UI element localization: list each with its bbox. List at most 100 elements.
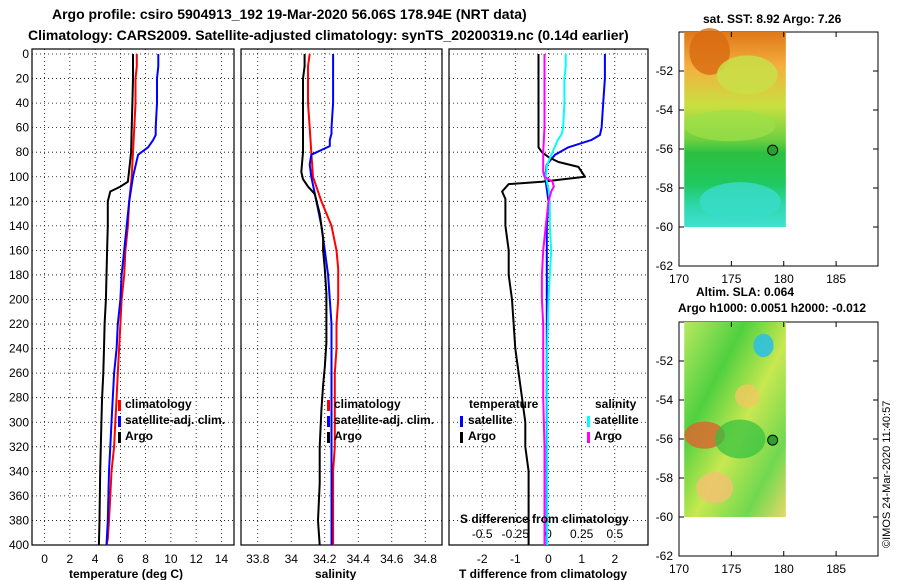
imos-timestamp: ©IMOS 24-Mar-2020 11:40:57: [881, 401, 893, 548]
series-line-satellite-adj-clim-: [105, 54, 160, 546]
sla-map-y-ticks: -52 -54 -56 -58 -60 -62: [656, 354, 878, 563]
sla-map-x-ticks: 170 175 180 185: [669, 322, 846, 576]
temperature-x-label: temperature (deg C): [69, 567, 183, 580]
title-line-2: Climatology: CARS2009. Satellite-adjuste…: [28, 27, 629, 43]
legend-s-argo-label: Argo: [594, 429, 622, 443]
map-y-tick-label: -58: [656, 471, 674, 485]
x2-tick-label: 0.5: [606, 527, 623, 541]
salinity-panel: 33.8 34 34.2 34.4 34.6 34.8 salinity climatol…: [240, 48, 443, 580]
x-tick-label: 34: [285, 552, 299, 566]
depth-tick-label: 340: [9, 464, 29, 478]
depth-tick-label: 380: [9, 513, 29, 527]
sst-mid-patch: [716, 55, 778, 95]
depth-tick-label: 280: [9, 391, 29, 405]
t-difference-x-label: T difference from climatology: [459, 567, 627, 580]
map-y-tick-label: -56: [656, 142, 674, 156]
legend-argo-swatch: [118, 432, 121, 443]
map-x-tick-label: 170: [669, 272, 689, 286]
depth-tick-label: 140: [9, 219, 29, 233]
depth-tick-label: 220: [9, 317, 29, 331]
x2-tick-label: -0.25: [502, 527, 530, 541]
temperature-axes-frame: [31, 48, 235, 546]
depth-tick-label: 320: [9, 440, 29, 454]
legend-s-argo-swatch: [587, 432, 590, 443]
depth-tick-label: 360: [9, 489, 29, 503]
depth-tick-label: 200: [9, 293, 29, 307]
map-y-tick-label: -58: [656, 181, 674, 195]
depth-tick-label: 120: [9, 194, 29, 208]
series-line-climatology: [307, 53, 340, 545]
salinity-legend: climatology satellite-adj. clim. Argo: [327, 397, 434, 443]
sst-cold-patch: [699, 182, 781, 222]
legend-satellite-adj-label: satellite-adj. clim.: [334, 413, 434, 427]
x-tick-label: 10: [164, 552, 178, 566]
legend-climatology-label: climatology: [334, 397, 401, 411]
legend-argo-label: Argo: [334, 429, 362, 443]
x2-tick-label: 0: [545, 527, 552, 541]
sst-warm-patch: [689, 28, 730, 75]
depth-tick-label: 20: [16, 72, 30, 86]
depth-tick-label: 40: [16, 96, 30, 110]
legend-climatology-swatch: [118, 400, 121, 411]
map-x-tick-label: 185: [826, 562, 846, 576]
difference-x-ticks: -2 -1 0 1 2: [477, 552, 619, 566]
depth-tick-label: 80: [16, 145, 30, 159]
x-tick-label: 34.6: [380, 552, 404, 566]
map-x-tick-label: 180: [774, 272, 794, 286]
x-tick-label: 33.8: [246, 552, 270, 566]
temperature-grid: [32, 49, 234, 546]
depth-tick-label: 300: [9, 415, 29, 429]
title-line-1: Argo profile: csiro 5904913_192 19-Mar-2…: [52, 6, 527, 22]
depth-tick-label: 180: [9, 268, 29, 282]
difference-panel: -2 -1 0 1 2 -0.5 -0.25 0 0.25 0.5 T difference f…: [448, 48, 649, 580]
depth-tick-label: 100: [9, 170, 29, 184]
legend-t-argo-swatch: [460, 432, 463, 443]
legend-s-satellite-swatch: [587, 416, 590, 427]
salinity-grid: [241, 49, 442, 546]
depth-tick-label: 60: [16, 121, 30, 135]
sst-map-x-ticks: 170 175 180 185: [669, 32, 846, 286]
sst-heatmap: [684, 28, 786, 227]
sla-map-panel: Altim. SLA: 0.064 Argo h1000: 0.0051 h20…: [656, 285, 879, 576]
map-y-tick-label: -60: [656, 510, 674, 524]
sla-heatmap: [684, 322, 786, 517]
series-line-argo: [540, 54, 555, 545]
temperature-legend: climatology satellite-adj. clim. Argo: [118, 397, 225, 443]
map-y-tick-label: -56: [656, 432, 674, 446]
map-x-tick-label: 175: [721, 272, 741, 286]
legend-satellite-adj-swatch: [118, 416, 121, 427]
legend-climatology-label: climatology: [125, 397, 192, 411]
legend-satellite-adj-swatch: [327, 416, 330, 427]
sla-high-patch: [684, 421, 725, 449]
salinity-x-label: salinity: [315, 567, 357, 580]
x-tick-label: -2: [477, 552, 488, 566]
x-tick-label: 34.4: [347, 552, 371, 566]
legend-temperature-heading: temperature: [469, 397, 539, 411]
temperature-lines: [97, 54, 160, 546]
x-tick-label: 6: [117, 552, 124, 566]
sla-neutral-patch: [714, 419, 766, 459]
sla-map-subtitle: Argo h1000: 0.0051 h2000: -0.012: [678, 301, 866, 315]
x-tick-label: 8: [142, 552, 149, 566]
sst-map-panel: sat. SST: 8.92 Argo: 7.26 170 175 180 185 -…: [656, 12, 879, 286]
map-y-tick-label: -62: [656, 259, 674, 273]
salinity-axes-frame: [240, 48, 443, 546]
depth-tick-label: 400: [9, 538, 29, 552]
temperature-panel: 0204060801001201401601802002202402602803…: [9, 47, 235, 580]
depth-tick-label: 160: [9, 243, 29, 257]
argo-float-marker: [767, 144, 779, 156]
x2-tick-label: 0.25: [570, 527, 594, 541]
x-tick-label: 0: [545, 552, 552, 566]
salinity-difference-x-ticks: -0.5 -0.25 0 0.25 0.5: [472, 527, 624, 541]
depth-tick-label: 260: [9, 366, 29, 380]
sst-map-title: sat. SST: 8.92 Argo: 7.26: [703, 12, 842, 26]
series-line-satellite: [544, 54, 567, 545]
x-tick-label: 4: [92, 552, 99, 566]
legend-t-satellite-swatch: [460, 416, 463, 427]
legend-argo-swatch: [327, 432, 330, 443]
series-line-argo: [501, 54, 586, 545]
temperature-x-ticks: 0 2 4 6 8 10 12 14: [41, 552, 228, 566]
map-x-tick-label: 180: [774, 562, 794, 576]
legend-argo-label: Argo: [125, 429, 153, 443]
series-line-argo: [300, 54, 328, 546]
